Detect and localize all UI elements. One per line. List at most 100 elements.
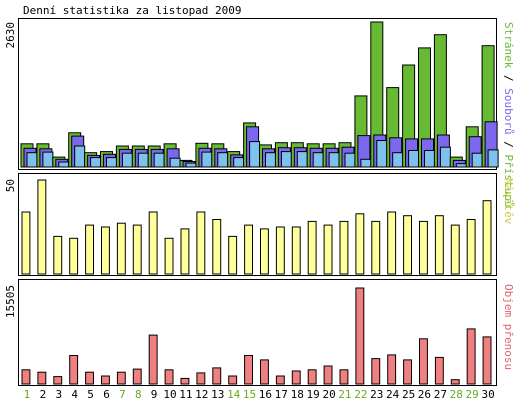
bar-traffic-day-21 <box>339 369 349 385</box>
legend-souboru: Souborů <box>502 88 515 134</box>
x-tick-label: 8 <box>135 388 142 401</box>
bar-visits-day-21 <box>339 220 349 275</box>
x-tick-label: 1 <box>24 388 31 401</box>
bar-strnek-day-10 <box>169 157 181 168</box>
bar-traffic-day-23 <box>371 358 381 385</box>
x-tick-label: 20 <box>322 388 335 401</box>
x-tick-label: 11 <box>179 388 192 401</box>
bar-traffic-day-28 <box>450 379 460 385</box>
bars-layer <box>20 21 499 385</box>
bar-traffic-day-6 <box>101 375 110 385</box>
bar-strnek-day-26 <box>424 150 435 168</box>
bar-traffic-day-16 <box>260 359 269 385</box>
bar-strnek-day-21 <box>344 152 356 168</box>
bar-visits-day-28 <box>450 224 460 275</box>
bar-strnek-day-4 <box>74 145 86 168</box>
x-tick-label: 6 <box>103 388 110 401</box>
bar-strnek-day-19 <box>312 152 324 168</box>
legend-traffic: Objem přenosu <box>502 284 515 370</box>
legend-sep: / <box>502 68 515 88</box>
bar-strnek-day-5 <box>90 157 102 168</box>
x-tick-label: 17 <box>275 388 288 401</box>
x-tick-label: 10 <box>163 388 176 401</box>
bar-traffic-day-14 <box>228 375 238 385</box>
bar-visits-day-20 <box>323 224 333 275</box>
bar-traffic-day-5 <box>85 371 94 385</box>
x-tick-label: 13 <box>211 388 224 401</box>
bar-visits-day-8 <box>132 224 142 275</box>
bar-traffic-day-26 <box>419 338 428 385</box>
bar-strnek-day-3 <box>58 161 70 168</box>
x-tick-label: 3 <box>55 388 62 401</box>
x-tick-label: 14 <box>227 388 241 401</box>
bar-traffic-day-17 <box>275 375 285 385</box>
bar-strnek-day-20 <box>328 152 340 168</box>
bar-strnek-day-28 <box>455 163 467 168</box>
y-max-label-traffic: 15505 <box>4 285 17 318</box>
legend-stranek: Stránek <box>502 22 515 69</box>
bar-visits-day-27 <box>434 215 444 275</box>
bar-strnek-day-18 <box>296 151 308 168</box>
bar-visits-day-4 <box>69 237 79 275</box>
bar-visits-day-15 <box>244 224 254 275</box>
bar-visits-day-9 <box>148 211 158 275</box>
x-tick-label: 5 <box>87 388 94 401</box>
bar-strnek-day-23 <box>376 140 388 168</box>
bar-traffic-day-25 <box>403 359 413 385</box>
bar-visits-day-5 <box>85 224 94 275</box>
x-tick-label: 25 <box>402 388 415 401</box>
bar-traffic-day-8 <box>132 368 142 385</box>
bar-visits-day-12 <box>196 211 206 275</box>
bar-strnek-day-2 <box>42 151 54 168</box>
bar-strnek-day-9 <box>153 152 165 168</box>
bar-visits-day-14 <box>228 235 238 275</box>
x-tick-label: 22 <box>354 388 367 401</box>
x-tick-label: 16 <box>259 388 272 401</box>
bar-visits-day-30 <box>482 200 492 275</box>
bar-traffic-day-4 <box>69 355 79 385</box>
bar-visits-day-16 <box>260 228 269 275</box>
bar-strnek-day-8 <box>137 152 149 168</box>
x-tick-label: 18 <box>291 388 304 401</box>
x-tick-label: 9 <box>151 388 158 401</box>
bar-strnek-day-1 <box>26 152 38 168</box>
bar-traffic-day-30 <box>482 336 492 385</box>
bar-visits-day-3 <box>53 235 63 275</box>
bar-strnek-day-24 <box>392 152 404 168</box>
bar-strnek-day-15 <box>249 141 261 168</box>
bar-visits-day-19 <box>307 220 317 275</box>
x-tick-label: 2 <box>40 388 47 401</box>
bar-traffic-day-11 <box>180 377 190 385</box>
bar-visits-day-25 <box>403 215 413 275</box>
legend-visits: Návštěv <box>502 178 515 225</box>
bar-strnek-day-12 <box>201 151 213 168</box>
bar-traffic-day-13 <box>212 367 222 385</box>
bar-traffic-day-22 <box>355 287 365 385</box>
x-tick-label: 21 <box>338 388 351 401</box>
bar-traffic-day-10 <box>164 369 174 385</box>
bar-strnek-day-14 <box>233 157 245 168</box>
legend-pristupu: Přístupů <box>502 154 515 207</box>
chart-title: Denní statistika za listopad 2009 <box>23 4 242 17</box>
bar-visits-day-17 <box>275 226 285 275</box>
bar-traffic-day-7 <box>116 371 126 385</box>
x-tick-label: 19 <box>306 388 319 401</box>
bar-visits-day-22 <box>355 213 365 275</box>
bar-traffic-day-3 <box>53 376 63 385</box>
y-max-label-hits: 2630 <box>4 22 17 49</box>
y-max-label-visits: 50 <box>4 179 17 192</box>
bar-strnek-day-17 <box>280 151 292 168</box>
x-tick-label: 4 <box>71 388 78 401</box>
panel-frame-traffic <box>18 279 497 386</box>
bar-traffic-day-24 <box>387 354 397 385</box>
bar-visits-day-24 <box>387 211 397 275</box>
bar-traffic-day-29 <box>466 328 476 385</box>
bar-visits-day-18 <box>291 226 301 275</box>
legend-hits: Stránek / Souborů / Přístupů <box>502 22 515 207</box>
bar-strnek-day-11 <box>185 162 197 168</box>
x-tick-label: 24 <box>386 388 400 401</box>
bar-visits-day-2 <box>37 179 47 275</box>
x-tick-label: 26 <box>418 388 431 401</box>
bar-strnek-day-6 <box>106 157 117 168</box>
